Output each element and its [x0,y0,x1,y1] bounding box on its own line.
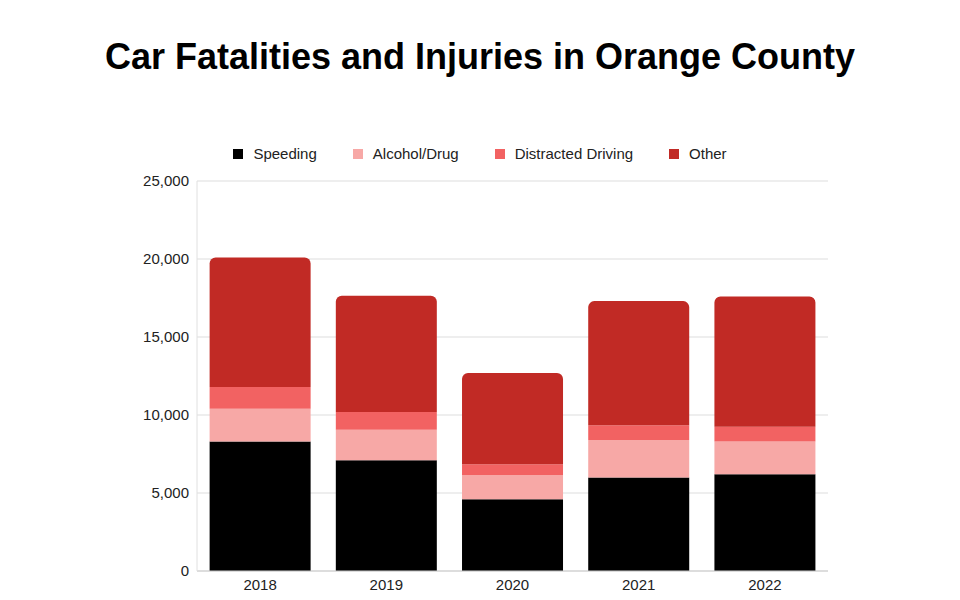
svg-text:10,000: 10,000 [143,406,189,423]
svg-text:2018: 2018 [243,576,276,593]
svg-text:2022: 2022 [748,576,781,593]
svg-text:2021: 2021 [622,576,655,593]
svg-text:2020: 2020 [496,576,529,593]
html-text:Speeding: Speeding [253,145,317,162]
html-text:Car Fatalities and Injuries in: Car Fatalities and Injuries in Orange Co… [104,36,856,77]
svg-text:0: 0 [181,562,189,579]
html-text:Other: Other [689,145,727,162]
svg-text:5,000: 5,000 [151,484,189,501]
svg-text:20,000: 20,000 [143,250,189,267]
html-text:Alcohol/Drug: Alcohol/Drug [372,145,459,162]
html-text:Distracted Driving: Distracted Driving [514,145,634,162]
svg-text:25,000: 25,000 [143,172,189,189]
svg-text:15,000: 15,000 [143,328,189,345]
svg-text:2019: 2019 [370,576,403,593]
